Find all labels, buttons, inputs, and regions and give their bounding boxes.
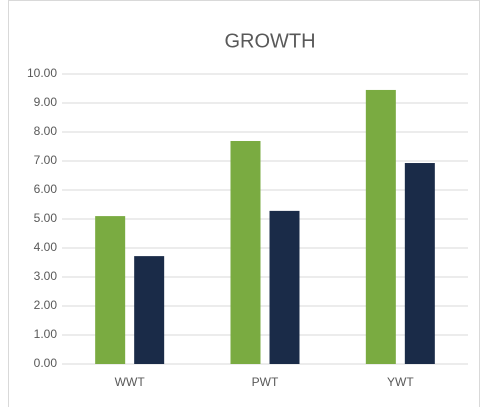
y-tick-label: 4.00 <box>34 240 58 254</box>
x-tick-label: PWT <box>252 375 279 389</box>
y-tick-label: 5.00 <box>34 211 58 225</box>
y-tick-label: 10.00 <box>27 66 57 80</box>
bar <box>269 210 300 364</box>
y-tick-label: 0.00 <box>34 356 58 370</box>
bar <box>95 216 126 364</box>
bar <box>404 163 435 364</box>
y-tick-label: 1.00 <box>34 327 58 341</box>
x-tick-label: YWT <box>387 375 414 389</box>
bar <box>134 256 165 364</box>
y-tick-label: 9.00 <box>34 95 58 109</box>
bar <box>230 140 261 364</box>
chart-title: GROWTH <box>224 30 315 52</box>
y-tick-label: 2.00 <box>34 298 58 312</box>
y-tick-label: 6.00 <box>34 182 58 196</box>
bar <box>365 89 396 364</box>
y-tick-label: 7.00 <box>34 153 58 167</box>
x-tick-label: WWT <box>115 375 146 389</box>
y-tick-label: 8.00 <box>34 124 58 138</box>
y-tick-label: 3.00 <box>34 269 58 283</box>
